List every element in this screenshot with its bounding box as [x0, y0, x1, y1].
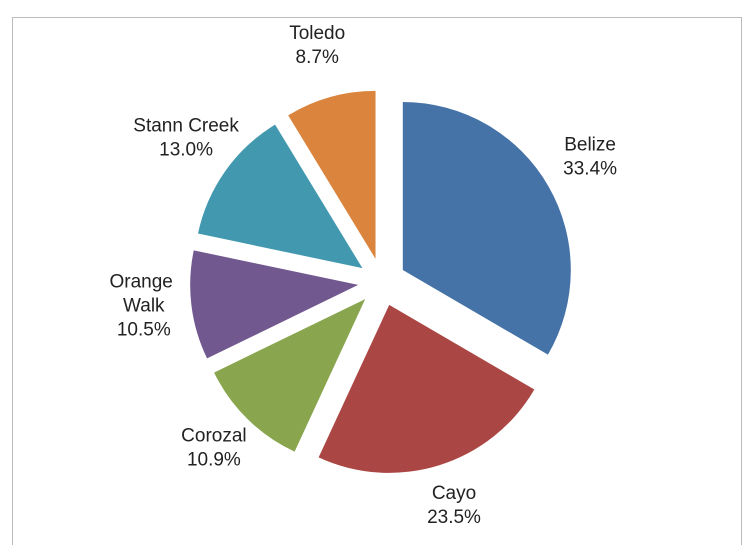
slice-value-label: 10.5% — [117, 319, 171, 340]
slice-label: Belize — [564, 134, 616, 155]
slice-label: Toledo — [289, 23, 345, 44]
slice-label: Cayo — [432, 483, 476, 504]
slice-value-label: 8.7% — [296, 47, 339, 68]
slice-value-label: 23.5% — [427, 507, 481, 528]
pie-slice — [288, 90, 376, 259]
pie-slice — [214, 299, 366, 452]
slice-label: Stann Creek — [133, 115, 239, 136]
pie-slice — [198, 124, 363, 269]
slice-value-label: 13.0% — [159, 139, 213, 160]
pie-slice — [318, 304, 535, 473]
pie-slice — [402, 102, 571, 355]
pie-slice — [190, 250, 359, 359]
slice-value-label: 10.9% — [187, 449, 241, 470]
slice-label: Orange Walk — [109, 271, 178, 316]
slice-label: Corozal — [181, 425, 246, 446]
slice-value-label: 33.4% — [563, 158, 617, 179]
